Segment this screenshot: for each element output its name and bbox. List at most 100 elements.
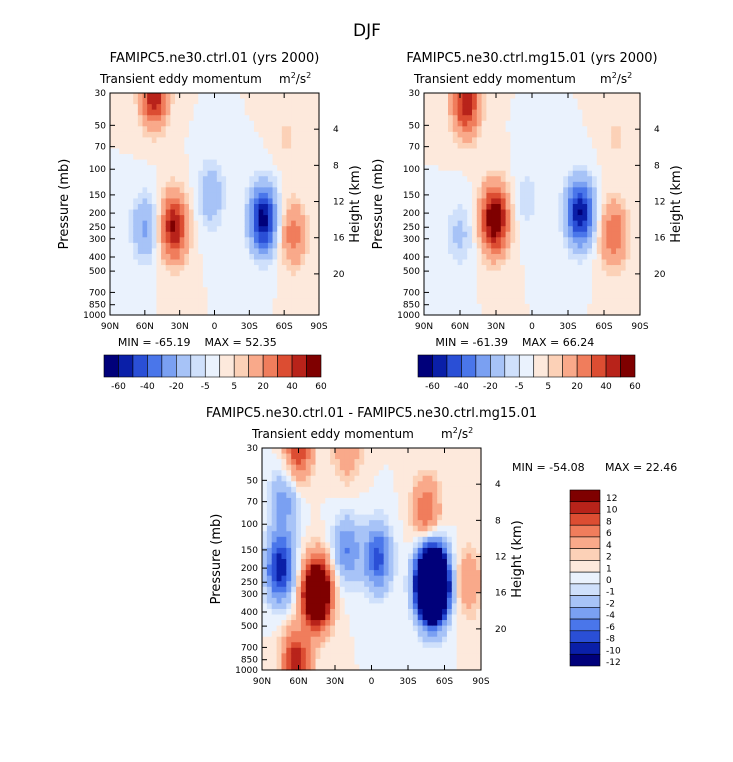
field-cell — [207, 231, 213, 238]
field-cell — [263, 204, 269, 211]
field-cell — [151, 109, 158, 116]
field-cell — [635, 237, 641, 244]
field-cell — [563, 181, 569, 188]
y-tick-label: 1000 — [397, 311, 420, 321]
field-cell — [486, 181, 492, 188]
field-cell — [635, 209, 641, 216]
field-cell — [276, 520, 283, 527]
field-cell — [253, 126, 260, 133]
field-cell — [611, 176, 617, 183]
field-cell — [305, 287, 311, 294]
field-cell — [476, 204, 483, 211]
field-cell — [481, 259, 487, 266]
field-cell — [438, 309, 444, 316]
field-cell — [606, 209, 612, 216]
field-cell — [563, 220, 569, 227]
field-cell — [216, 109, 223, 116]
field-cell — [277, 281, 283, 288]
x-tick-label: 30N — [487, 322, 505, 332]
field-cell — [457, 170, 463, 177]
field-cell — [291, 470, 297, 477]
field-cell — [258, 165, 264, 172]
field-cell — [587, 98, 593, 105]
field-cell — [320, 542, 326, 549]
field-cell — [625, 253, 631, 261]
field-cell — [344, 631, 351, 638]
field-cell — [244, 215, 250, 222]
field-cell — [378, 586, 385, 593]
field-cell — [339, 586, 346, 593]
y-tick-label: 250 — [403, 223, 420, 233]
field-cell — [630, 126, 636, 133]
field-cell — [500, 181, 507, 188]
field-cell — [505, 176, 511, 183]
field-cell — [147, 192, 153, 200]
field-cell — [291, 248, 297, 255]
field-cell — [300, 520, 307, 527]
field-cell — [611, 115, 617, 122]
field-cell — [349, 581, 356, 588]
field-cell — [398, 581, 404, 588]
field-cell — [235, 154, 241, 161]
field-cell — [452, 276, 459, 283]
field-cell — [110, 226, 116, 233]
field-cell — [305, 647, 312, 654]
field-cell — [369, 503, 375, 510]
field-cell — [202, 281, 209, 288]
field-cell — [369, 464, 375, 471]
field-cell — [207, 215, 213, 222]
field-cell — [344, 592, 351, 599]
field-cell — [544, 148, 550, 155]
field-cell — [249, 281, 255, 288]
field-cell — [486, 204, 492, 211]
field-cell — [300, 187, 306, 194]
field-cell — [373, 603, 380, 610]
field-cell — [175, 220, 181, 227]
field-cell — [114, 93, 120, 100]
field-cell — [175, 115, 181, 122]
field-cell — [472, 115, 478, 122]
field-cell — [335, 653, 341, 660]
field-cell — [505, 120, 511, 127]
field-cell — [156, 176, 162, 183]
field-cell — [544, 198, 550, 205]
field-cell — [577, 120, 583, 127]
field-cell — [462, 109, 468, 116]
field-cell — [635, 142, 641, 150]
field-cell — [383, 531, 390, 538]
field-cell — [286, 547, 292, 555]
field-cell — [249, 309, 255, 316]
field-cell — [520, 281, 526, 288]
field-cell — [262, 492, 268, 499]
field-cell — [216, 120, 223, 127]
field-cell — [249, 187, 255, 194]
field-cell — [295, 226, 302, 233]
field-cell — [635, 259, 641, 266]
field-cell — [137, 270, 144, 277]
field-cell — [587, 253, 593, 261]
field-cell — [320, 603, 326, 610]
field-cell — [563, 148, 569, 155]
field-cell — [305, 154, 311, 161]
field-cell — [314, 154, 320, 161]
field-cell — [344, 603, 351, 610]
field-cell — [235, 187, 241, 194]
field-cell — [448, 259, 454, 266]
field-cell — [428, 270, 435, 277]
field-cell — [596, 192, 603, 200]
field-cell — [481, 309, 487, 316]
field-cell — [133, 309, 139, 316]
field-cell — [235, 148, 241, 155]
field-cell — [424, 276, 430, 283]
field-cell — [558, 215, 564, 222]
field-cell — [373, 547, 380, 555]
field-cell — [443, 126, 449, 133]
field-cell — [296, 514, 302, 521]
field-cell — [291, 209, 297, 216]
field-cell — [481, 265, 487, 272]
field-cell — [320, 520, 326, 527]
field-cell — [500, 120, 507, 127]
field-cell — [462, 126, 468, 133]
field-cell — [230, 137, 236, 144]
field-cell — [515, 270, 521, 277]
